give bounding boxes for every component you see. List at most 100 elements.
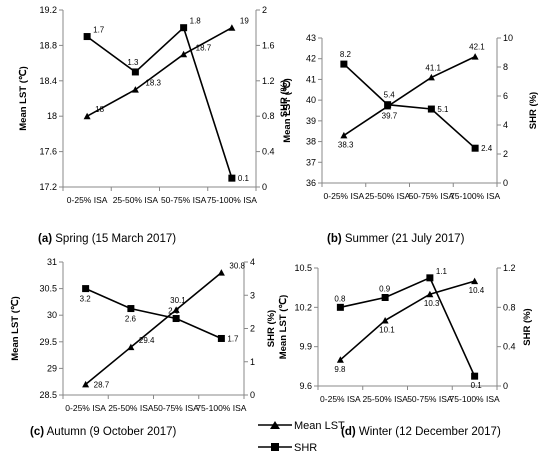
data-point-shr <box>426 274 434 282</box>
right-tick-label: 2 <box>262 5 267 15</box>
data-label-mean-lst: 42.1 <box>469 43 485 52</box>
data-point-mean-lst <box>172 306 180 313</box>
data-label-mean-lst: 18 <box>95 105 104 114</box>
data-label-shr: 1.7 <box>227 334 239 343</box>
data-label-shr: 2.3 <box>168 307 180 316</box>
right-tick-label: 0 <box>250 390 255 400</box>
legend-label-shr: SHR <box>294 442 317 454</box>
left-tick-label: 31 <box>47 257 57 267</box>
series-line-mean-lst <box>339 280 475 361</box>
right-tick-label: 0.4 <box>503 342 516 352</box>
series-line-shr <box>343 63 476 149</box>
data-point-mean-lst <box>471 53 479 60</box>
x-tick-label: 75-100% ISA <box>450 394 500 404</box>
data-point-shr <box>217 334 225 342</box>
left-tick-label: 17.2 <box>39 182 57 192</box>
data-point-mean-lst <box>426 290 434 298</box>
data-point-mean-lst <box>340 131 348 139</box>
y-axis-title: Mean LST (℃) <box>18 66 29 131</box>
series-line-mean-lst <box>86 26 233 117</box>
y-axis-title: Mean LST (℃) <box>282 78 293 143</box>
left-tick-label: 38 <box>306 137 316 147</box>
y2-axis-title: SHR (%) <box>528 92 539 129</box>
data-point-shr <box>172 315 180 323</box>
data-point-shr <box>131 68 139 76</box>
data-label-shr: 1.1 <box>436 267 448 276</box>
panel-caption-text: Winter (12 December 2017) <box>356 426 501 438</box>
left-tick-label: 29 <box>47 363 57 373</box>
legend-item-shr: SHR <box>258 442 317 454</box>
data-point-shr <box>336 303 344 311</box>
panel-caption-letter: (c) <box>30 426 44 438</box>
data-label-mean-lst: 39.7 <box>382 111 398 120</box>
data-point-mean-lst <box>217 269 225 276</box>
left-tick-label: 9.9 <box>299 342 312 352</box>
right-tick-label: 1.6 <box>262 40 275 50</box>
series-line-shr <box>340 276 476 377</box>
right-tick-label: 0.8 <box>503 302 516 312</box>
x-tick-label: 25-50% ISA <box>362 394 408 404</box>
right-tick-label: 10 <box>503 33 513 43</box>
right-tick-label: 3 <box>250 290 255 300</box>
panel-caption: (d) Winter (12 December 2017) <box>341 426 501 438</box>
legend: Mean LST SHR <box>258 420 345 454</box>
data-label-shr: 5.4 <box>384 91 396 100</box>
data-point-shr <box>180 24 188 32</box>
series-line-shr <box>86 26 233 179</box>
data-point-shr <box>83 33 91 41</box>
data-point-shr <box>82 285 90 293</box>
left-tick-label: 10.2 <box>294 302 312 312</box>
data-label-mean-lst: 10.1 <box>379 325 395 334</box>
x-tick-label: 75-100% ISA <box>450 191 500 201</box>
data-label-mean-lst: 30.1 <box>170 296 186 305</box>
x-tick-label: 50-75% ISA <box>161 195 207 205</box>
data-label-shr: 1.3 <box>127 58 139 67</box>
left-tick-label: 39 <box>306 116 316 126</box>
x-tick-label: 0-25% ISA <box>320 394 361 404</box>
data-label-shr: 3.2 <box>80 295 92 304</box>
left-tick-label: 28.5 <box>39 390 57 400</box>
data-point-shr <box>340 60 348 68</box>
data-label-mean-lst: 10.4 <box>469 286 485 295</box>
legend-label-mean-lst: Mean LST <box>294 420 345 432</box>
data-point-mean-lst <box>228 24 236 31</box>
right-tick-label: 2 <box>250 324 255 334</box>
data-point-shr <box>384 101 392 109</box>
x-tick-label: 0-25% ISA <box>324 191 365 201</box>
data-point-shr <box>228 174 236 182</box>
panel-caption-letter: (d) <box>341 426 356 438</box>
data-point-mean-lst <box>127 343 135 351</box>
left-tick-label: 36 <box>306 178 316 188</box>
left-tick-label: 41 <box>306 74 316 84</box>
panel-caption: (a) Spring (15 March 2017) <box>38 233 176 245</box>
y2-axis-title: SHR (%) <box>522 308 533 345</box>
x-tick-label: 75-100% ISA <box>207 195 257 205</box>
data-point-mean-lst <box>427 73 435 81</box>
data-point-shr <box>127 305 135 313</box>
left-tick-label: 30 <box>47 310 57 320</box>
x-tick-label: 25-50% ISA <box>365 191 411 201</box>
data-label-mean-lst: 18.7 <box>196 43 212 52</box>
right-tick-label: 1.2 <box>503 263 516 273</box>
left-tick-label: 17.6 <box>39 147 57 157</box>
data-label-mean-lst: 28.7 <box>94 380 110 389</box>
series-line-mean-lst <box>85 271 222 386</box>
data-point-mean-lst <box>381 316 389 324</box>
panel-caption: (c) Autumn (9 October 2017) <box>30 426 177 438</box>
data-label-shr: 0.1 <box>238 174 250 183</box>
data-label-shr: 1.8 <box>190 17 202 26</box>
y-axis-title: Mean LST (℃) <box>10 296 21 361</box>
left-tick-label: 29.5 <box>39 337 57 347</box>
data-point-mean-lst <box>180 50 188 58</box>
data-point-shr <box>427 105 435 113</box>
x-tick-label: 25-50% ISA <box>108 403 154 413</box>
x-tick-label: 50-75% ISA <box>409 191 455 201</box>
chart-panel-a: 17.2 17.6 18 18.4 18.8 19.2 0 0.4 0.8 1.2 1.6 2 0-25… <box>18 5 290 245</box>
chart-panel-b: 36 37 38 39 40 41 42 43 0 2 4 6 8 10 0-25% ISA 25-50% I… <box>282 33 539 245</box>
right-tick-label: 4 <box>250 257 255 267</box>
data-label-mean-lst: 9.8 <box>334 365 346 374</box>
right-tick-label: 8 <box>503 62 508 72</box>
series-line-shr <box>85 287 222 340</box>
chart-panel-d: 9.6 9.9 10.2 10.5 0 0.4 0.8 1.2 0-25% ISA 25-50% … <box>278 263 533 438</box>
data-label-shr: 0.1 <box>471 381 483 390</box>
